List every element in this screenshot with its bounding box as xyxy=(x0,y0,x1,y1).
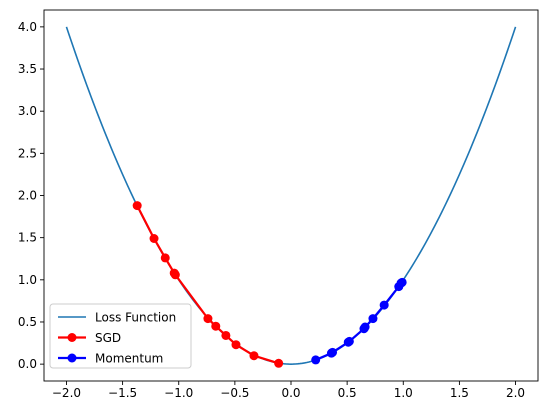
data-point-momentum xyxy=(328,347,338,357)
x-tick-label: −1.0 xyxy=(164,386,193,400)
data-point-sgd xyxy=(149,234,159,244)
y-tick-label: 1.0 xyxy=(18,273,37,287)
legend-marker-momentum xyxy=(67,353,77,363)
legend: Loss Function SGD Momentum xyxy=(49,303,192,369)
x-tick-label: −1.5 xyxy=(108,386,137,400)
legend-marker-sgd xyxy=(67,333,77,342)
y-tick-label: 2.5 xyxy=(18,146,37,160)
data-point-momentum xyxy=(344,336,354,346)
y-tick-label: 3.5 xyxy=(18,62,37,76)
x-tick-label: −0.5 xyxy=(220,386,249,400)
x-tick-label: 0.0 xyxy=(281,386,300,400)
series-layer xyxy=(65,26,517,368)
legend-box xyxy=(49,303,192,369)
y-tick-label: 1.5 xyxy=(18,231,37,245)
data-point-sgd xyxy=(231,340,241,350)
data-point-momentum xyxy=(379,300,389,310)
y-tick-label: 4.0 xyxy=(18,20,37,34)
data-point-sgd xyxy=(221,330,231,340)
data-point-momentum xyxy=(397,277,407,287)
axes: −2.0 −1.5 −1.0 −0.5 0.0 0.5 1.0 1.5 2.0 0.0 0.5 1.0… xyxy=(18,9,539,400)
legend-label-sgd: SGD xyxy=(95,331,121,345)
x-tick-label: −2.0 xyxy=(52,386,81,400)
data-point-sgd xyxy=(170,270,180,280)
data-point-sgd xyxy=(211,321,221,331)
x-tick-label: 2.0 xyxy=(506,386,525,400)
data-point-sgd xyxy=(160,253,170,263)
x-tick-label: 0.5 xyxy=(338,386,357,400)
y-tick-label: 0.5 xyxy=(18,315,37,329)
data-point-momentum xyxy=(368,314,378,324)
data-point-sgd xyxy=(132,201,142,211)
plot-area xyxy=(65,26,517,368)
data-point-sgd xyxy=(249,351,259,361)
y-tick-label: 3.0 xyxy=(18,104,37,118)
legend-label-momentum: Momentum xyxy=(95,352,163,366)
data-point-sgd xyxy=(203,314,213,324)
data-point-sgd xyxy=(274,358,284,368)
y-tick-label: 2.0 xyxy=(18,189,37,203)
data-point-momentum xyxy=(311,355,321,365)
legend-label-loss-function: Loss Function xyxy=(95,311,176,325)
x-tick-label: 1.0 xyxy=(394,386,413,400)
x-tick-label: 1.5 xyxy=(450,386,469,400)
y-tick-label: 0.0 xyxy=(18,357,37,371)
data-point-momentum xyxy=(360,322,370,332)
